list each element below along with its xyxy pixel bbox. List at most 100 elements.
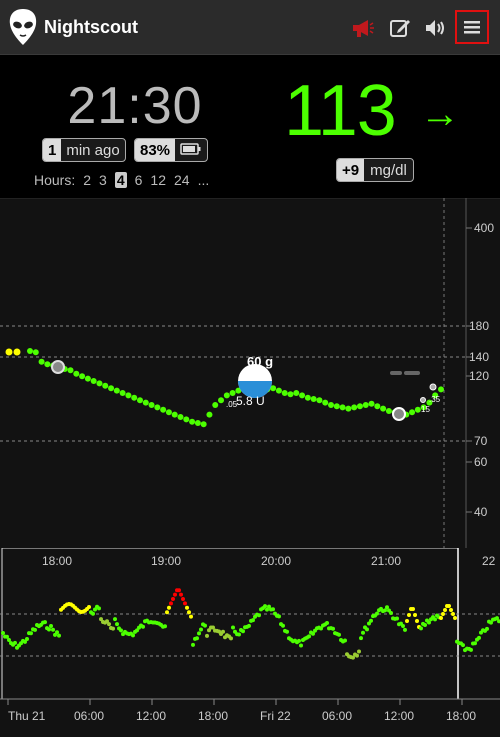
overview-chart[interactable]: 18:00 19:00 20:00 21:00 22 Thu 21 06:00 12… bbox=[0, 548, 500, 737]
calibration-marker[interactable] bbox=[392, 407, 406, 421]
current-time: 21:30 bbox=[67, 77, 203, 135]
bg-point bbox=[189, 418, 196, 425]
overview-point bbox=[99, 617, 103, 622]
overview-point bbox=[407, 613, 411, 617]
hours-option-3[interactable]: 3 bbox=[99, 172, 107, 188]
overview-point bbox=[1, 631, 5, 636]
bg-point bbox=[420, 404, 427, 411]
bg-point bbox=[32, 349, 39, 356]
delta-value: +9 bbox=[337, 159, 365, 181]
overview-point bbox=[419, 626, 423, 631]
overview-point bbox=[311, 631, 315, 636]
battery-icon bbox=[175, 142, 207, 159]
bg-point bbox=[67, 367, 74, 374]
overview-point bbox=[135, 628, 139, 633]
bg-point bbox=[385, 408, 392, 414]
overview-point bbox=[389, 611, 393, 616]
main-bg-chart[interactable]: 400 180 140 120 70 60 40 60 g 5.8 U .05 … bbox=[0, 198, 500, 548]
overview-point bbox=[343, 638, 347, 643]
overview-x-tick: 12:00 bbox=[384, 709, 414, 723]
overview-point bbox=[403, 627, 407, 632]
overview-point bbox=[413, 613, 417, 617]
overview-point bbox=[383, 608, 387, 613]
edit-icon[interactable] bbox=[387, 15, 413, 41]
overview-point bbox=[395, 616, 399, 621]
pill-marker bbox=[404, 371, 420, 375]
bg-point bbox=[200, 421, 207, 428]
overview-point bbox=[411, 607, 415, 611]
overview-point bbox=[247, 623, 251, 628]
bg-point bbox=[409, 409, 416, 416]
bg-point bbox=[287, 391, 294, 398]
hours-option-6[interactable]: 6 bbox=[134, 172, 143, 188]
treatment-marker[interactable]: 60 g 5.8 U .05 bbox=[226, 354, 273, 409]
bg-point bbox=[316, 397, 323, 404]
overview-point bbox=[325, 620, 329, 625]
overview-point bbox=[359, 636, 363, 641]
overview-point bbox=[195, 636, 199, 641]
speaker-icon[interactable] bbox=[422, 15, 448, 41]
bg-point bbox=[142, 399, 149, 406]
menu-button[interactable] bbox=[455, 10, 489, 44]
hours-option-more[interactable]: ... bbox=[197, 172, 210, 188]
overview-point bbox=[5, 634, 9, 639]
bg-point bbox=[339, 404, 346, 411]
insulin-label: 5.8 U bbox=[236, 394, 265, 408]
bg-point bbox=[194, 420, 201, 426]
bg-point bbox=[380, 405, 387, 412]
overview-point bbox=[297, 638, 301, 643]
bg-point bbox=[351, 404, 358, 411]
overview-x-tick: Fri 22 bbox=[260, 709, 291, 723]
hours-option-2[interactable]: 2 bbox=[83, 172, 92, 188]
brush-window[interactable] bbox=[1, 548, 459, 700]
battery-value: 83% bbox=[135, 139, 176, 161]
y-tick-120: 120 bbox=[469, 369, 489, 383]
hours-option-12[interactable]: 12 bbox=[150, 172, 166, 188]
overview-point bbox=[355, 653, 359, 658]
overview-points bbox=[1, 588, 500, 660]
hours-option-24[interactable]: 24 bbox=[174, 172, 190, 188]
overview-point bbox=[447, 604, 451, 608]
bg-point bbox=[368, 400, 375, 407]
bg-point bbox=[171, 411, 178, 418]
y-tick-60: 60 bbox=[474, 455, 488, 469]
bg-point bbox=[177, 414, 184, 420]
overview-x-tick: 18:00 bbox=[198, 709, 228, 723]
bg-point bbox=[125, 392, 132, 399]
overview-point bbox=[171, 597, 175, 601]
overview-point bbox=[271, 607, 275, 612]
overview-x-tick: 06:00 bbox=[74, 709, 104, 723]
bg-point bbox=[229, 390, 236, 396]
overview-point bbox=[337, 632, 341, 637]
overview-x-ticks: Thu 21 06:00 12:00 18:00 Fri 22 06:00 12:00 18:… bbox=[7, 699, 476, 723]
y-tick-140: 140 bbox=[469, 350, 489, 364]
overview-point bbox=[87, 604, 91, 609]
overview-point bbox=[351, 655, 355, 660]
minutes-ago-value: 1 bbox=[43, 139, 62, 161]
bg-point bbox=[374, 403, 381, 410]
overview-point bbox=[185, 605, 189, 610]
overview-point bbox=[277, 614, 281, 619]
overview-point bbox=[111, 626, 115, 631]
menu-icon bbox=[464, 21, 480, 34]
bg-point bbox=[414, 406, 421, 413]
overview-x-tick: 12:00 bbox=[136, 709, 166, 723]
overview-point bbox=[439, 616, 443, 620]
megaphone-icon[interactable] bbox=[349, 15, 375, 41]
overview-point bbox=[13, 640, 17, 645]
overview-point bbox=[33, 627, 37, 632]
overview-point bbox=[211, 625, 215, 630]
overview-point bbox=[485, 626, 489, 631]
bg-point bbox=[270, 385, 277, 392]
calibration-marker[interactable] bbox=[51, 360, 65, 374]
hours-option-4[interactable]: 4 bbox=[114, 172, 127, 188]
overview-point bbox=[497, 619, 500, 624]
overview-point bbox=[451, 612, 455, 616]
overview-chart-svg: 18:00 19:00 20:00 21:00 22 Thu 21 06:00 12… bbox=[0, 548, 500, 723]
hours-label: Hours: bbox=[34, 172, 76, 188]
overview-point bbox=[251, 618, 255, 623]
bg-point bbox=[131, 394, 138, 401]
main-chart-svg: 400 180 140 120 70 60 40 60 g 5.8 U .05 … bbox=[0, 198, 500, 548]
overview-point bbox=[165, 610, 169, 615]
overview-point bbox=[401, 624, 405, 629]
